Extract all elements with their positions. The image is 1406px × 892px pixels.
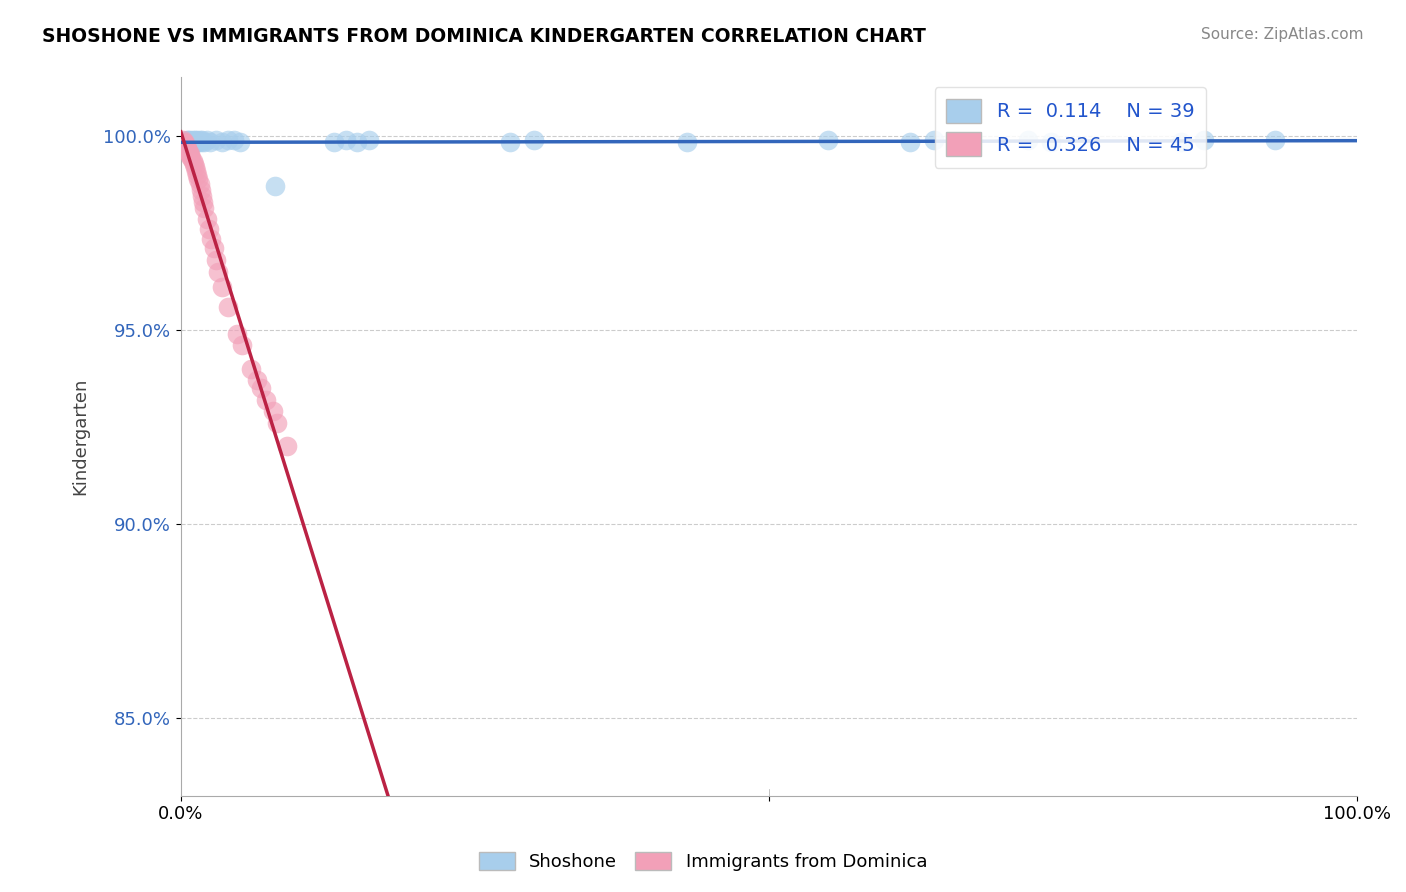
Point xyxy=(173,136,195,151)
Point xyxy=(179,147,201,161)
Point xyxy=(276,439,298,453)
Point xyxy=(177,146,200,161)
Legend: Shoshone, Immigrants from Dominica: Shoshone, Immigrants from Dominica xyxy=(471,845,935,879)
Point xyxy=(180,135,202,149)
Point xyxy=(200,231,222,245)
Point xyxy=(190,183,212,197)
Point xyxy=(177,133,200,147)
Point xyxy=(173,135,195,149)
Point xyxy=(675,135,697,149)
Point xyxy=(195,133,218,147)
Point xyxy=(188,178,211,192)
Point xyxy=(186,133,208,147)
Point xyxy=(193,201,215,215)
Point xyxy=(187,135,209,149)
Point xyxy=(186,135,208,149)
Point xyxy=(1040,135,1063,149)
Point xyxy=(174,139,197,153)
Point xyxy=(346,135,368,149)
Point xyxy=(254,392,277,407)
Point xyxy=(188,132,211,146)
Point xyxy=(1017,133,1039,147)
Point xyxy=(264,179,287,194)
Point xyxy=(193,135,215,149)
Point xyxy=(211,280,233,294)
Point xyxy=(191,133,214,147)
Point xyxy=(186,163,208,178)
Point xyxy=(335,133,357,147)
Point xyxy=(181,133,204,147)
Point xyxy=(183,135,205,149)
Text: Source: ZipAtlas.com: Source: ZipAtlas.com xyxy=(1201,27,1364,42)
Point xyxy=(240,361,263,376)
Point xyxy=(179,149,201,163)
Point xyxy=(1192,133,1215,147)
Point xyxy=(177,145,200,159)
Point xyxy=(193,194,215,209)
Point xyxy=(217,300,239,314)
Point xyxy=(184,160,207,174)
Point xyxy=(207,264,229,278)
Point xyxy=(1264,133,1286,147)
Y-axis label: Kindergarten: Kindergarten xyxy=(72,378,89,495)
Point xyxy=(174,140,197,154)
Legend: R =  0.114    N = 39, R =  0.326    N = 45: R = 0.114 N = 39, R = 0.326 N = 45 xyxy=(935,87,1206,168)
Point xyxy=(1170,135,1192,149)
Point xyxy=(172,133,194,147)
Point xyxy=(177,135,200,149)
Point xyxy=(357,133,380,147)
Point xyxy=(186,168,208,182)
Point xyxy=(198,222,221,236)
Point xyxy=(195,212,218,227)
Point xyxy=(181,153,204,168)
Point xyxy=(266,416,288,430)
Point xyxy=(922,133,945,147)
Point xyxy=(184,132,207,146)
Point xyxy=(176,141,198,155)
Point xyxy=(217,133,239,147)
Point xyxy=(205,133,228,147)
Point xyxy=(322,135,344,149)
Point xyxy=(172,136,194,150)
Point xyxy=(898,135,921,149)
Point xyxy=(170,135,193,149)
Point xyxy=(179,132,201,146)
Point xyxy=(211,135,233,149)
Point xyxy=(173,137,195,152)
Point xyxy=(523,133,546,147)
Point xyxy=(246,373,269,387)
Point xyxy=(202,241,225,255)
Point xyxy=(499,135,522,149)
Point xyxy=(200,135,222,149)
Point xyxy=(176,142,198,156)
Point xyxy=(176,132,198,146)
Point xyxy=(226,326,249,341)
Point xyxy=(177,145,200,159)
Point xyxy=(228,135,250,149)
Point xyxy=(174,138,197,153)
Point xyxy=(250,381,273,395)
Point xyxy=(183,156,205,170)
Text: SHOSHONE VS IMMIGRANTS FROM DOMINICA KINDERGARTEN CORRELATION CHART: SHOSHONE VS IMMIGRANTS FROM DOMINICA KIN… xyxy=(42,27,927,45)
Point xyxy=(231,338,253,352)
Point xyxy=(173,135,195,149)
Point xyxy=(187,172,209,186)
Point xyxy=(205,252,228,267)
Point xyxy=(191,189,214,203)
Point xyxy=(222,132,245,146)
Point xyxy=(190,135,212,149)
Point xyxy=(180,151,202,165)
Point xyxy=(262,404,284,418)
Point xyxy=(817,133,839,147)
